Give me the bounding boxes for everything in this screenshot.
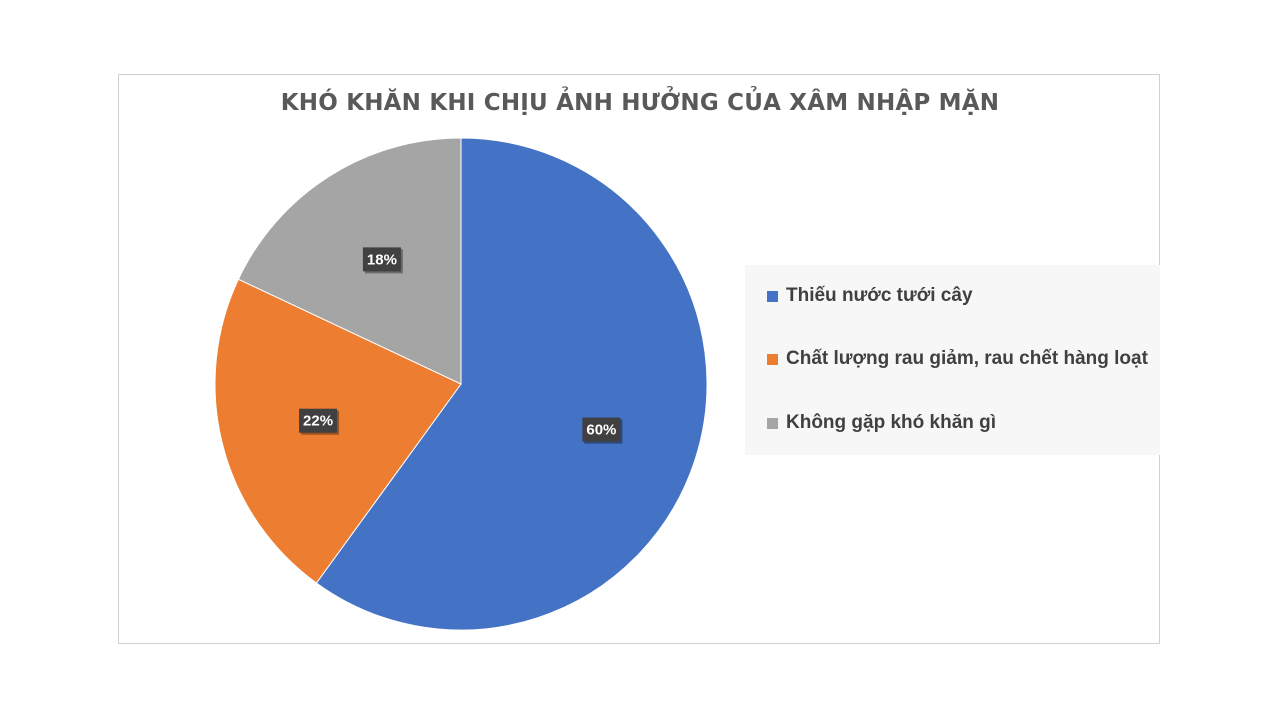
data-label-box [582,417,621,442]
legend-label: Thiếu nước tưới cây [786,285,973,306]
data-label: 60% [582,417,623,444]
legend-item: Chất lượng rau giảm, rau chết hàng loạt [767,344,1148,374]
legend-swatch [767,417,778,429]
chart-title: KHÓ KHĂN KHI CHỊU ẢNH HƯỞNG CỦA XÂM NHẬP… [280,90,1000,116]
legend-label: Không gặp khó khăn gì [786,412,997,433]
pie-slice [315,137,708,631]
legend-swatch [767,353,778,365]
data-label-text: 18% [367,251,397,268]
data-label-box [362,247,401,272]
legend-label: Chất lượng rau giảm, rau chết hàng loạt [786,348,1148,369]
data-label: 22% [299,408,340,435]
legend-item: Thiếu nước tưới cây [767,281,973,311]
data-label: 18% [362,247,403,274]
data-label-box [299,408,338,433]
data-label-text: 60% [586,422,616,439]
data-label-text: 22% [303,413,333,430]
legend-swatch [767,290,778,302]
legend-item: Không gặp khó khăn gì [767,408,996,438]
legend: Thiếu nước tưới cây Chất lượng rau giảm,… [745,265,1160,455]
pie-slice [237,137,462,385]
